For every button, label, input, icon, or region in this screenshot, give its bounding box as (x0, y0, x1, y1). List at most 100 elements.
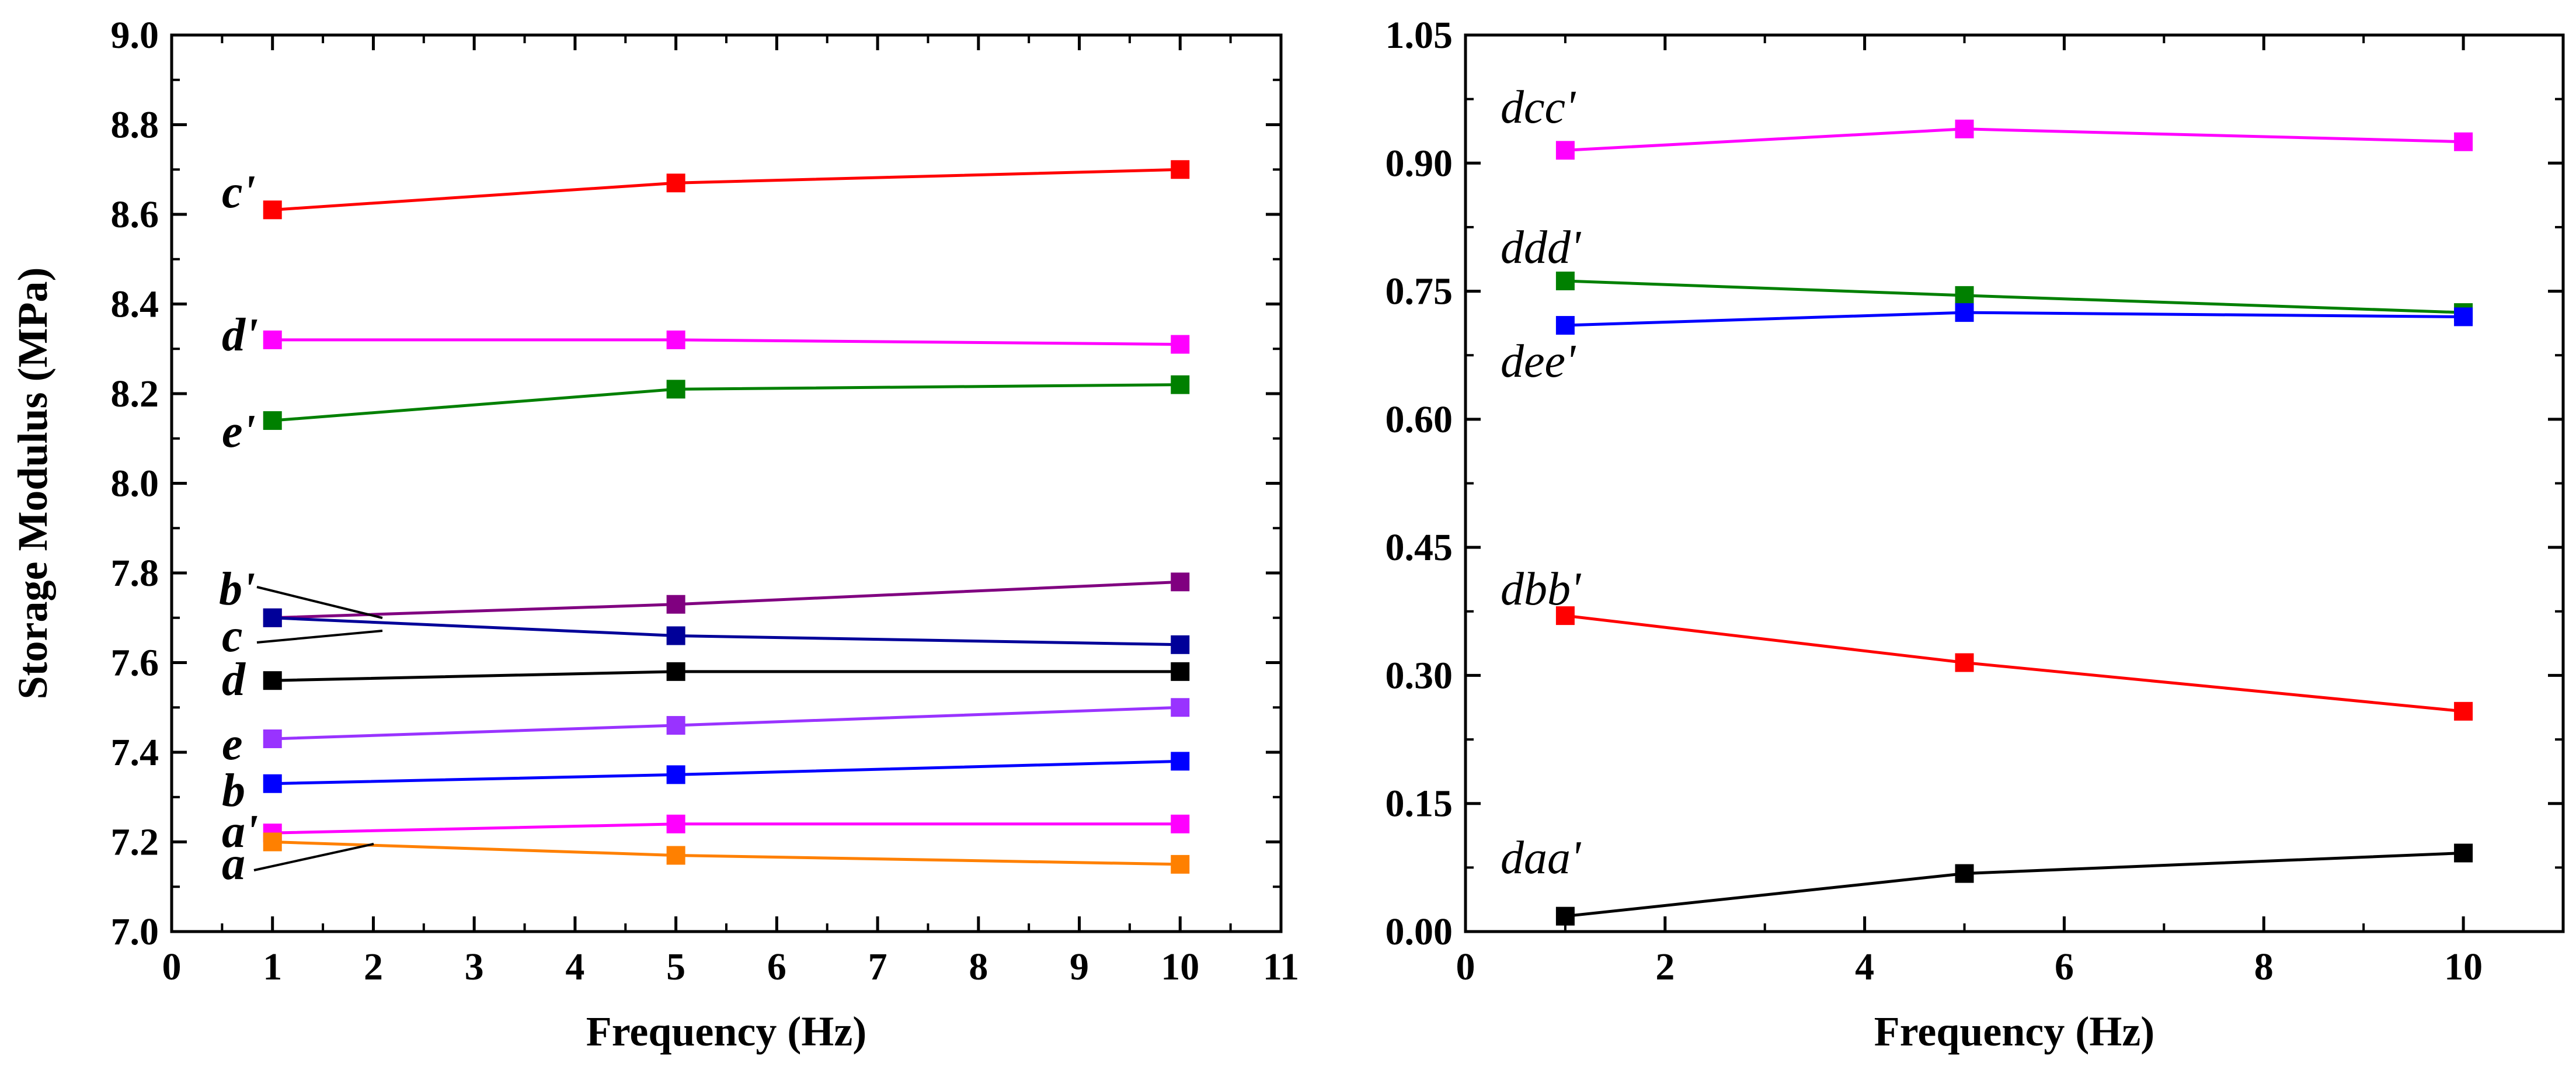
data-point (1955, 119, 1974, 138)
data-point (1171, 814, 1190, 833)
series-line (1565, 614, 2464, 713)
series-line (1565, 852, 2464, 918)
y-tick-label: 8.8 (111, 104, 159, 147)
label-leader-line (256, 586, 383, 619)
x-tick-label: 2 (364, 946, 383, 988)
data-point (1555, 906, 1575, 926)
y-tick-label: 8.6 (111, 193, 159, 236)
data-point (1171, 698, 1190, 717)
data-point (666, 626, 685, 645)
series-line (272, 338, 1181, 346)
y-tick-label: 7.6 (111, 642, 159, 685)
x-tick-label: 10 (1161, 946, 1199, 988)
label-leader-line (256, 630, 383, 644)
data-point (1171, 635, 1190, 654)
data-point (666, 662, 685, 681)
y-tick-label: 9.0 (111, 14, 159, 57)
y-tick-label: 0.30 (1386, 654, 1453, 697)
y-tick-label: 7.2 (111, 821, 159, 864)
data-point (2454, 132, 2473, 151)
x-tick-label: 0 (162, 946, 182, 988)
y-tick-label: 0.15 (1386, 783, 1453, 825)
series-label: e (222, 718, 243, 770)
data-point (1555, 606, 1575, 626)
data-point (263, 832, 282, 852)
x-tick-label: 6 (2055, 946, 2074, 988)
data-point (666, 380, 685, 399)
series-label: dee' (1501, 336, 1576, 387)
data-point (2454, 701, 2473, 721)
series-line (272, 670, 1181, 682)
x-tick-label: 11 (1263, 946, 1299, 988)
data-point (666, 595, 685, 614)
data-point (1555, 141, 1575, 160)
series-label: d (222, 654, 246, 706)
y-tick-label: 1.05 (1386, 14, 1453, 57)
data-point (666, 715, 685, 735)
data-point (1171, 572, 1190, 592)
series-label: dbb' (1501, 564, 1582, 615)
data-point (1955, 864, 1974, 883)
series-line (272, 759, 1181, 786)
series-label: ddd' (1501, 222, 1582, 273)
series-label: a (222, 838, 245, 890)
data-point (1171, 854, 1190, 874)
x-tick-label: 2 (1655, 946, 1675, 988)
data-point (263, 411, 282, 430)
y-tick-label: 0.00 (1386, 911, 1453, 953)
data-point (1955, 653, 1974, 672)
x-tick-label: 8 (2254, 946, 2274, 988)
y-tick-label: 7.0 (111, 911, 159, 953)
data-point (263, 330, 282, 349)
series-label: c (222, 610, 243, 662)
data-point (666, 846, 685, 865)
chart-storage-modulus: 0 1 2 3 4 5 6 7 8 9 10 11 7.0 7.2 7.4 7.6 7.8 8.0 8.2 8.4 8.… (9, 14, 1299, 1055)
y-tick-label: 7.8 (111, 552, 159, 595)
chart-difference: 0 2 4 6 8 10 0.00 0.15 0.30 0.45 0.60 0.75 0.90 1.05 F… (1386, 14, 2565, 1055)
series-label: a' (222, 806, 258, 857)
data-point (2454, 843, 2473, 863)
data-point (1955, 286, 1974, 305)
series-line (272, 706, 1181, 741)
y-tick-label: 8.4 (111, 283, 159, 326)
series-label: d' (222, 310, 258, 361)
x-tick-label: 0 (1456, 946, 1475, 988)
y-tick-label: 0.60 (1386, 398, 1453, 441)
series-line (272, 616, 1181, 647)
series-line (272, 840, 1181, 866)
y-tick-label: 8.2 (111, 373, 159, 415)
data-point (1955, 303, 1974, 322)
series-label: dcc' (1501, 82, 1576, 133)
data-point (1171, 160, 1190, 179)
plot-frame (1464, 33, 2565, 933)
x-tick-label: 10 (2444, 946, 2483, 988)
data-point (1171, 375, 1190, 394)
x-axis-title: Frequency (Hz) (1874, 1008, 2155, 1055)
series-line (1565, 311, 2464, 327)
data-point (666, 330, 685, 349)
series-line (272, 168, 1181, 211)
data-point (666, 173, 685, 193)
y-tick-label: 0.75 (1386, 270, 1453, 313)
label-leader-line (253, 843, 374, 871)
series-line (1565, 127, 2464, 152)
data-point (1555, 272, 1575, 291)
x-tick-label: 1 (263, 946, 282, 988)
series-line (272, 580, 1181, 620)
x-tick-label: 3 (465, 946, 484, 988)
y-tick-label: 7.4 (111, 731, 159, 774)
x-axis-title: Frequency (Hz) (586, 1008, 867, 1055)
y-tick-label: 8.0 (111, 463, 159, 505)
data-point (1555, 316, 1575, 335)
y-axis-title: Storage Modulus (MPa) (9, 267, 56, 700)
data-point (2454, 307, 2473, 326)
series-label: b (222, 765, 245, 817)
data-point (1171, 335, 1190, 354)
x-tick-label: 9 (1070, 946, 1089, 988)
series-label: e' (222, 406, 256, 457)
x-tick-label: 7 (868, 946, 887, 988)
x-tick-label: 6 (767, 946, 786, 988)
data-point (263, 729, 282, 748)
data-point (263, 608, 282, 627)
